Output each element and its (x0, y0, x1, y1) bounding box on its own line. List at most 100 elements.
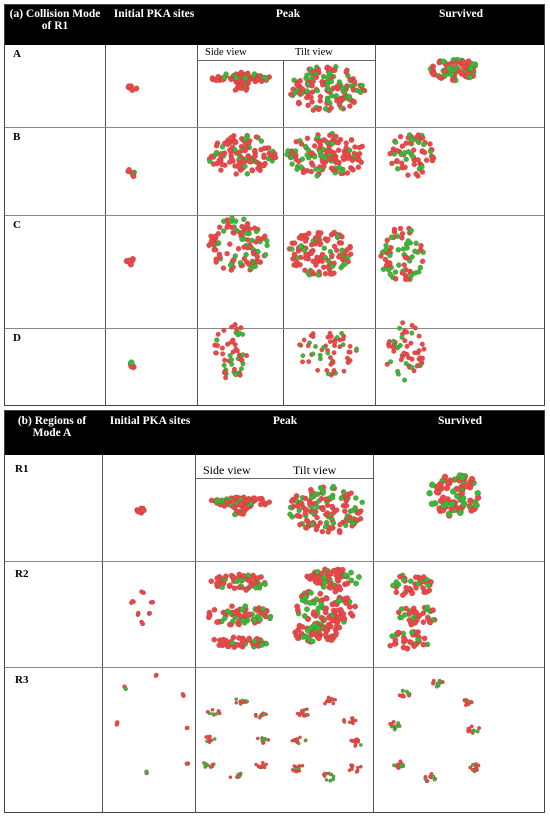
panel-a-col-divider (105, 45, 106, 405)
panel-a-header-mode: (a) Collision Mode of R1 (9, 8, 101, 32)
panel-a-row-label-b: B (13, 131, 21, 143)
panel-b-row-label-r3: R3 (15, 674, 29, 686)
peak-tilt-view-cluster (303, 566, 362, 590)
pka-site-cluster (138, 588, 146, 595)
panel-b-header-initial: Initial PKA sites (109, 415, 191, 427)
pka-site-cluster (153, 672, 159, 678)
peak-side-view-cluster (211, 634, 269, 650)
peak-side-view-cluster (232, 69, 253, 93)
peak-tilt-view-cluster (287, 483, 365, 536)
survived-cluster (387, 628, 430, 652)
survived-cluster (431, 679, 446, 689)
panel-b-table: (b) Regions of Mode A Initial PKA sites … (4, 410, 545, 813)
peak-tilt-view-cluster (288, 64, 368, 114)
survived-cluster (468, 762, 481, 774)
panel-b-col-divider (102, 455, 103, 812)
pka-site-cluster (180, 691, 186, 698)
panel-a-row-divider (5, 215, 544, 216)
pka-site-cluster (121, 683, 128, 691)
peak-side-view-cluster (206, 215, 270, 273)
pka-site-cluster (148, 599, 155, 605)
panel-a-row-label-d: D (13, 332, 21, 344)
panel-b-side-view-label: Side view (203, 463, 251, 477)
peak-tilt-view-cluster (349, 737, 363, 748)
panel-b-col-divider (373, 455, 374, 812)
panel-a-row-label-a: A (13, 48, 21, 60)
peak-tilt-view-cluster (291, 620, 342, 645)
peak-tilt-view-cluster (284, 130, 365, 179)
panel-a-header: (a) Collision Mode of R1 Initial PKA sit… (5, 5, 544, 45)
panel-b-row-divider (5, 667, 544, 668)
panel-a-row-divider (5, 328, 544, 329)
pka-site-cluster (125, 167, 137, 179)
survived-cluster (466, 724, 482, 736)
peak-tilt-view-cluster (347, 763, 363, 774)
survived-cluster (378, 225, 426, 283)
pka-site-cluster (134, 505, 147, 516)
panel-b-header-peak: Peak (272, 415, 298, 427)
panel-b-header-mode: (b) Regions of Mode A (17, 415, 87, 439)
peak-tilt-view-cluster (290, 763, 305, 774)
panel-a-tilt-view-label: Tilt view (295, 47, 333, 58)
peak-tilt-view-cluster (290, 735, 308, 745)
peak-side-view-cluster (212, 322, 250, 381)
pka-site-cluster (138, 619, 145, 626)
pka-site-cluster (184, 760, 190, 766)
pka-site-cluster (124, 256, 137, 268)
panel-b-row-divider (5, 561, 544, 562)
peak-tilt-view-cluster (341, 716, 358, 725)
panel-b-row-label-r1: R1 (15, 463, 29, 475)
peak-side-view-cluster (255, 735, 270, 745)
survived-cluster (423, 772, 438, 784)
survived-cluster (398, 689, 412, 699)
survived-cluster (387, 132, 437, 179)
survived-cluster (388, 720, 402, 732)
pka-site-cluster (184, 725, 189, 730)
peak-tilt-view-cluster (296, 330, 359, 377)
survived-cluster (462, 698, 474, 708)
panel-b-header-survived: Survived (437, 415, 483, 427)
panel-a-side-view-label: Side view (205, 47, 247, 58)
peak-side-view-cluster (205, 707, 222, 717)
panel-a-col-divider (283, 61, 284, 405)
panel-b-subheader-line (195, 478, 373, 479)
pka-site-cluster (143, 769, 149, 775)
pka-site-cluster (128, 598, 136, 605)
panel-a-header-survived: Survived (438, 8, 484, 20)
peak-side-view-cluster (206, 132, 279, 177)
peak-side-view-cluster (254, 760, 268, 770)
panel-b-header: (b) Regions of Mode A Initial PKA sites … (5, 411, 544, 455)
peak-tilt-view-cluster (286, 229, 354, 278)
peak-side-view-cluster (253, 711, 268, 720)
peak-side-view-cluster (201, 761, 216, 769)
pka-site-cluster (127, 359, 137, 371)
panel-a-subheader-line (197, 60, 375, 61)
panel-a-col-divider (197, 45, 198, 405)
peak-side-view-cluster (228, 771, 243, 779)
peak-side-view-cluster (234, 697, 249, 706)
survived-cluster (385, 320, 427, 383)
panel-b-col-divider (195, 455, 196, 812)
panel-b-row-label-r2: R2 (15, 568, 29, 580)
peak-side-view-cluster (230, 496, 251, 518)
panel-a-row-divider (5, 127, 544, 128)
survived-cluster (392, 759, 406, 771)
peak-side-view-cluster (204, 734, 217, 744)
survived-cluster (426, 472, 482, 519)
panel-a-header-peak: Peak (275, 8, 301, 20)
panel-a-header-initial: Initial PKA sites (113, 8, 195, 20)
survived-cluster (428, 57, 479, 84)
pka-site-cluster (146, 610, 152, 616)
survived-cluster (395, 604, 438, 628)
peak-side-view-cluster (205, 603, 274, 628)
peak-tilt-view-cluster (321, 771, 336, 783)
panel-a-col-divider (375, 45, 376, 405)
panel-b-tilt-view-label: Tilt view (293, 463, 337, 477)
peak-tilt-view-cluster (322, 695, 337, 706)
pka-site-cluster (125, 83, 140, 93)
panel-a-row-label-c: C (13, 219, 21, 231)
pka-site-cluster (135, 610, 140, 617)
peak-tilt-view-cluster (295, 707, 310, 718)
pka-site-cluster (114, 719, 119, 727)
peak-side-view-cluster (208, 571, 268, 593)
